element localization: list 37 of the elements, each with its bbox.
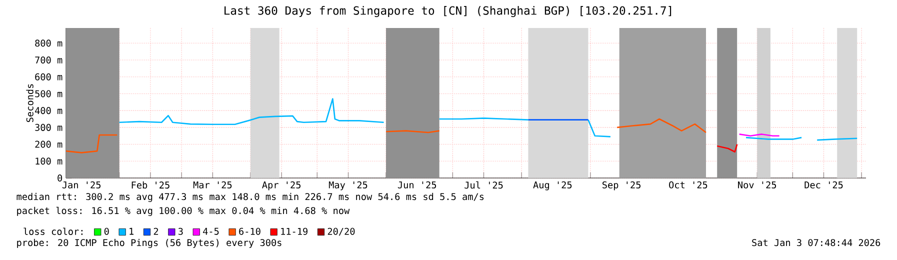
y-tick-label: 400 m xyxy=(35,107,62,114)
x-tick-label: Aug '25 xyxy=(533,181,572,190)
legend-label: 4-5 xyxy=(203,228,219,235)
legend-label: 2 xyxy=(154,228,158,235)
legend-label: 11-19 xyxy=(281,228,308,235)
y-tick-label: 100 m xyxy=(36,158,62,165)
y-tick-label: 0 xyxy=(58,174,62,182)
legend-label: 20/20 xyxy=(328,228,355,236)
x-tick-label: Mar '25 xyxy=(193,181,232,188)
text: packet loss: 16.51 % avg 100.00 % max 0.04 % min 4.68 % now xyxy=(17,206,350,216)
y-tick-label: 200 m xyxy=(35,140,62,148)
y-tick-label: 600 m xyxy=(35,73,62,80)
text: probe: 20 ICMP Echo Pings (56 Bytes) every 300s xyxy=(17,238,282,248)
legend-label: 3 xyxy=(178,228,183,235)
x-tick-label: Feb '25 xyxy=(132,181,170,189)
y-axis-title: Seconds xyxy=(26,84,34,122)
x-tick-label: Dec '25 xyxy=(804,181,843,188)
y-tick-label: 300 m xyxy=(35,124,62,131)
x-tick-label: May '25 xyxy=(328,181,368,190)
x-tick-label: Apr '25 xyxy=(262,181,300,190)
y-tick-label: 500 m xyxy=(35,90,62,98)
x-tick-label: Jun '25 xyxy=(398,181,436,188)
text: Sat Jan 3 07:48:44 2026 xyxy=(752,239,880,246)
x-tick-label: Nov '25 xyxy=(738,181,776,188)
legend-label: 6-10 xyxy=(239,228,260,235)
x-tick-label: Jul '25 xyxy=(464,181,503,189)
chart-title: Last 360 Days from Singapore to [CN] (Shanghai BGP) [103.20.251.7] xyxy=(224,6,672,18)
x-tick-label: Oct '25 xyxy=(669,181,708,188)
line-series xyxy=(716,144,738,153)
legend-label: 1 xyxy=(130,228,134,235)
y-tick-label: 700 m xyxy=(35,56,62,64)
y-tick-label: 800 m xyxy=(35,40,62,47)
text: median rtt: 300.2 ms avg 477.3 ms max 148.0 ms min 226.7 ms now 54.6 ms sd 5.5 am/s xyxy=(16,192,484,202)
x-tick-label: Jan '25 xyxy=(62,181,100,188)
x-tick-label: Sep '25 xyxy=(602,181,640,190)
legend-title: loss color: xyxy=(24,228,83,235)
legend-label: 0 xyxy=(104,228,109,235)
